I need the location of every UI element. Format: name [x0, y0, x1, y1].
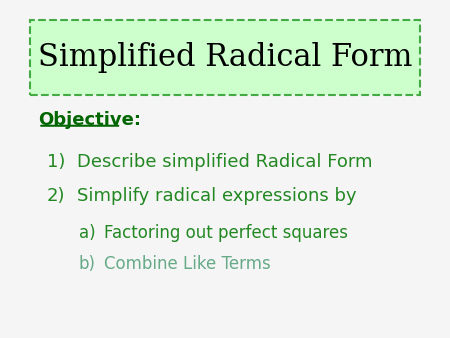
Text: Describe simplified Radical Form: Describe simplified Radical Form: [76, 153, 372, 171]
Text: a): a): [79, 224, 95, 242]
Text: Objective:: Objective:: [38, 111, 141, 129]
FancyBboxPatch shape: [30, 20, 420, 95]
Text: 2): 2): [47, 187, 65, 205]
Text: Factoring out perfect squares: Factoring out perfect squares: [104, 224, 348, 242]
Text: b): b): [79, 255, 96, 273]
Text: Simplified Radical Form: Simplified Radical Form: [38, 42, 412, 73]
Text: Combine Like Terms: Combine Like Terms: [104, 255, 271, 273]
Text: Simplify radical expressions by: Simplify radical expressions by: [76, 187, 356, 205]
Text: 1): 1): [47, 153, 65, 171]
